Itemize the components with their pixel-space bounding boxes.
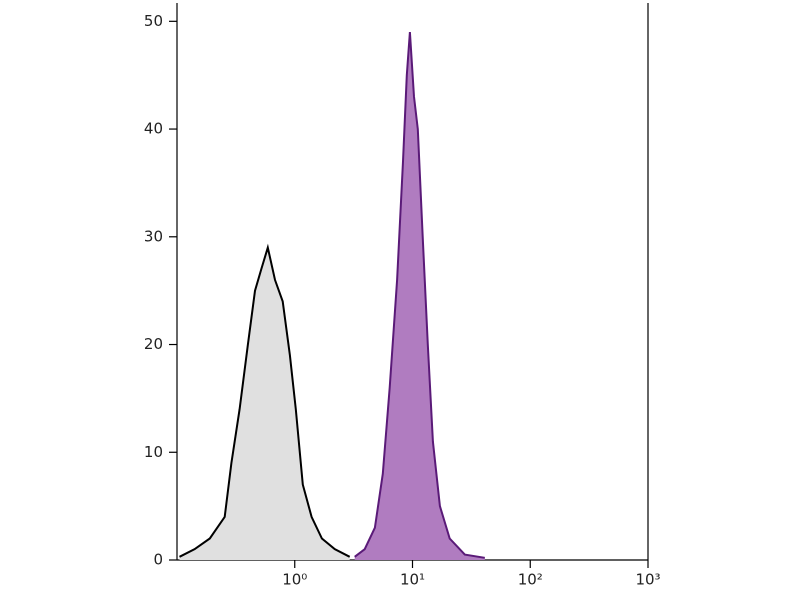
histogram-area [179,247,350,560]
y-tick-label: 30 [144,227,163,245]
y-tick-label: 0 [153,551,163,569]
x-tick-label: 10³ [635,571,660,589]
y-tick-label: 50 [144,12,163,30]
x-tick-label: 10² [518,571,543,589]
x-tick-label: 10¹ [400,571,425,589]
histogram-area [354,32,485,561]
histogram-line [179,243,351,558]
y-tick-label: 20 [144,335,163,353]
x-tick-label: 10⁰ [282,571,307,589]
histogram-line [354,32,485,559]
y-tick-label: 10 [144,443,163,461]
y-tick-label: 40 [144,120,163,138]
